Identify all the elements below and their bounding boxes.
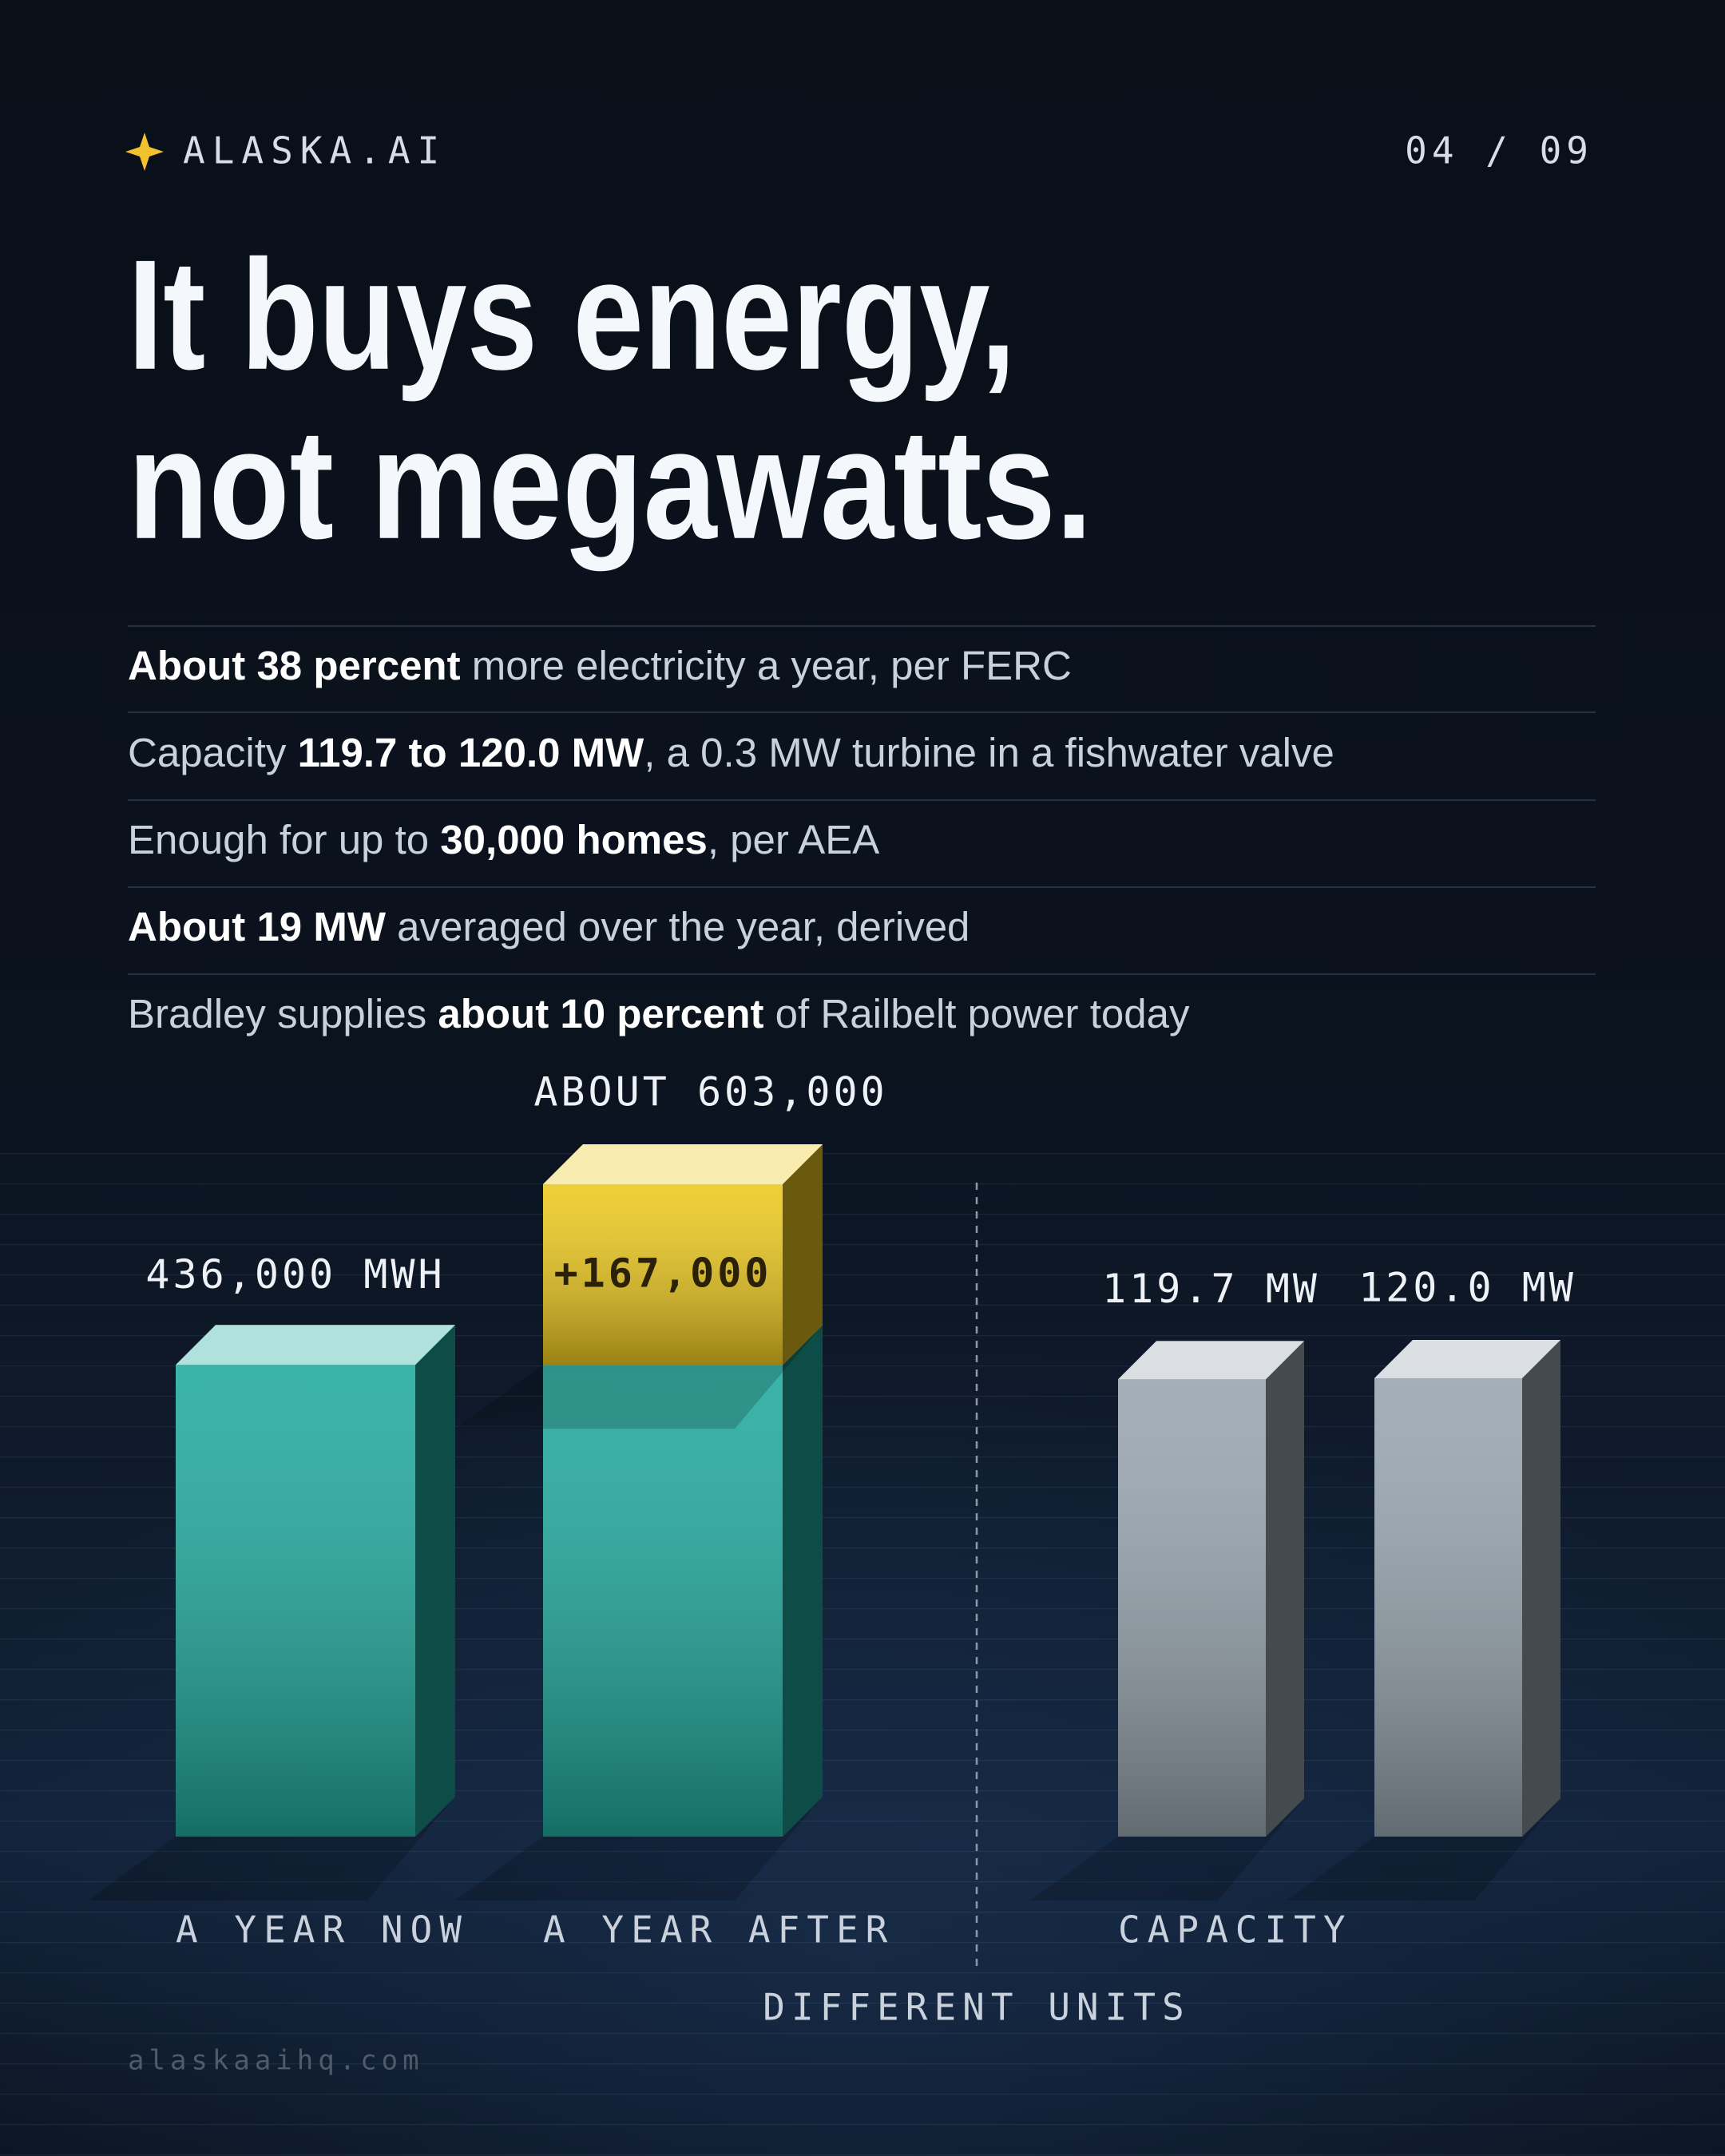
fact: Bradley supplies about 10 percent of Rai… — [128, 991, 1190, 1036]
brand-star — [125, 133, 164, 171]
fact-highlight: About 19 MW — [128, 904, 387, 949]
bar-top-shade — [1118, 1341, 1304, 1380]
fact-text: of Railbelt power today — [764, 991, 1190, 1036]
fact-text: , per AEA — [708, 817, 879, 862]
bar-side-shade — [1266, 1341, 1304, 1837]
bar-front-shade — [543, 1365, 783, 1837]
bar-top-shade — [1374, 1340, 1560, 1378]
divider-label: DIFFERENT UNITS — [763, 1986, 1190, 2029]
bar-side-shade — [783, 1325, 823, 1837]
fact-text: Enough for up to — [128, 817, 440, 862]
bar-top-shade — [543, 1144, 823, 1184]
brand: ALASKA.AI — [183, 129, 446, 172]
chart: 436,000 MWH A YEAR NOW +167,000 ABOUT 603,0… — [88, 1069, 1576, 1952]
headline: It buys energy, — [128, 228, 1016, 402]
bar — [1030, 1341, 1304, 1900]
bar-front-shade — [176, 1365, 415, 1837]
fact-highlight: 30,000 homes — [440, 817, 708, 862]
bar-front-shade — [1118, 1379, 1266, 1837]
page-number: 04 / 09 — [1405, 129, 1593, 172]
category-label: A YEAR NOW — [176, 1908, 469, 1952]
bar-front-shade — [1374, 1378, 1522, 1837]
fact: Enough for up to 30,000 homes, per AEA — [128, 817, 879, 862]
category-label: A YEAR AFTER — [543, 1908, 894, 1952]
bar-side-shade — [415, 1325, 455, 1837]
headline: not megawatts. — [128, 397, 1092, 572]
bar-front-shade — [543, 1184, 783, 1365]
fact-text: more electricity a year, per FERC — [461, 643, 1072, 688]
footer: alaskaaihq.com — [128, 2045, 424, 2077]
fact-text: averaged over the year, derived — [386, 904, 970, 949]
value-label: 119.7 MW — [1102, 1266, 1320, 1312]
fact-text: Bradley supplies — [128, 991, 438, 1036]
value-label: 436,000 MWH — [145, 1251, 445, 1298]
bar-side-shade — [783, 1144, 823, 1365]
bar — [1287, 1340, 1560, 1900]
bar-side-shade — [1522, 1340, 1560, 1837]
category-label: CAPACITY — [1118, 1908, 1353, 1952]
value-label: +167,000 — [554, 1250, 772, 1297]
value-label: 120.0 MW — [1358, 1265, 1576, 1311]
fact-highlight: 119.7 to 120.0 MW — [298, 730, 645, 775]
fact-text: Capacity — [128, 730, 298, 775]
fact-highlight: About 38 percent — [128, 643, 461, 688]
fact-text: , a 0.3 MW turbine in a fishwater valve — [644, 730, 1334, 775]
fact: About 38 percent more electricity a year… — [128, 643, 1072, 688]
fact: About 19 MW averaged over the year, deri… — [128, 904, 970, 949]
total-label: ABOUT 603,000 — [533, 1069, 887, 1116]
fact-highlight: about 10 percent — [438, 991, 763, 1036]
bar-segment — [455, 1144, 823, 1429]
bar-top-shade — [176, 1325, 455, 1365]
bar-segment — [88, 1325, 455, 1900]
fact: Capacity 119.7 to 120.0 MW, a 0.3 MW tur… — [128, 730, 1334, 775]
fact-list: About 38 percent more electricity a year… — [128, 625, 1596, 1036]
